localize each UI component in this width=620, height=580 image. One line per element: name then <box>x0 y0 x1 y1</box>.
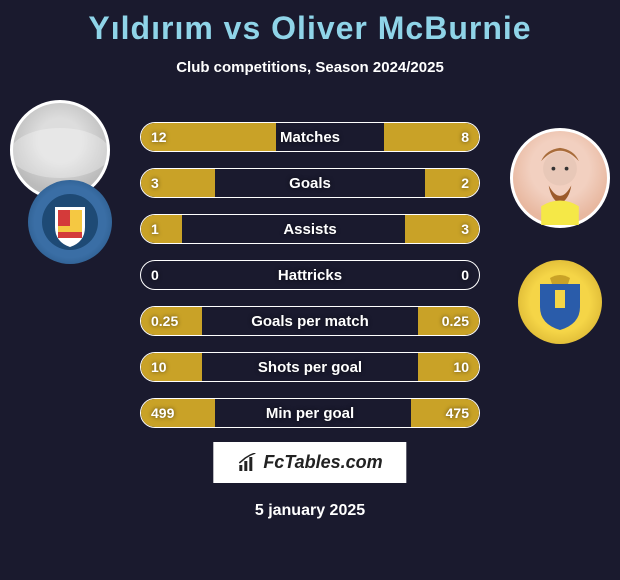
stat-value-right: 3 <box>461 221 469 237</box>
stat-row: 10Shots per goal10 <box>140 352 480 382</box>
stat-value-right: 475 <box>446 405 469 421</box>
subtitle: Club competitions, Season 2024/2025 <box>0 59 620 76</box>
stat-label: Assists <box>141 221 479 238</box>
brand-label: FcTables.com <box>263 452 382 473</box>
stat-label: Goals <box>141 175 479 192</box>
stat-row: 3Goals2 <box>140 168 480 198</box>
stat-label: Min per goal <box>141 405 479 422</box>
stat-row: 12Matches8 <box>140 122 480 152</box>
player-right-crest <box>518 260 602 344</box>
stat-row: 0Hattricks0 <box>140 260 480 290</box>
stat-value-right: 10 <box>453 359 469 375</box>
date-label: 5 january 2025 <box>0 502 620 520</box>
player-right-avatar <box>510 128 610 228</box>
brand-badge: FcTables.com <box>213 442 406 483</box>
page-title: Yıldırım vs Oliver McBurnie <box>0 0 620 47</box>
player-left-crest <box>28 180 112 264</box>
stat-label: Matches <box>141 129 479 146</box>
stat-row: 1Assists3 <box>140 214 480 244</box>
chart-icon <box>237 453 257 473</box>
stats-table: 12Matches83Goals21Assists30Hattricks00.2… <box>140 122 480 444</box>
stat-value-right: 8 <box>461 129 469 145</box>
stat-value-right: 2 <box>461 175 469 191</box>
stat-label: Goals per match <box>141 313 479 330</box>
stat-value-right: 0.25 <box>442 313 469 329</box>
stat-value-right: 0 <box>461 267 469 283</box>
stat-label: Shots per goal <box>141 359 479 376</box>
stat-row: 499Min per goal475 <box>140 398 480 428</box>
stat-row: 0.25Goals per match0.25 <box>140 306 480 336</box>
stat-label: Hattricks <box>141 267 479 284</box>
